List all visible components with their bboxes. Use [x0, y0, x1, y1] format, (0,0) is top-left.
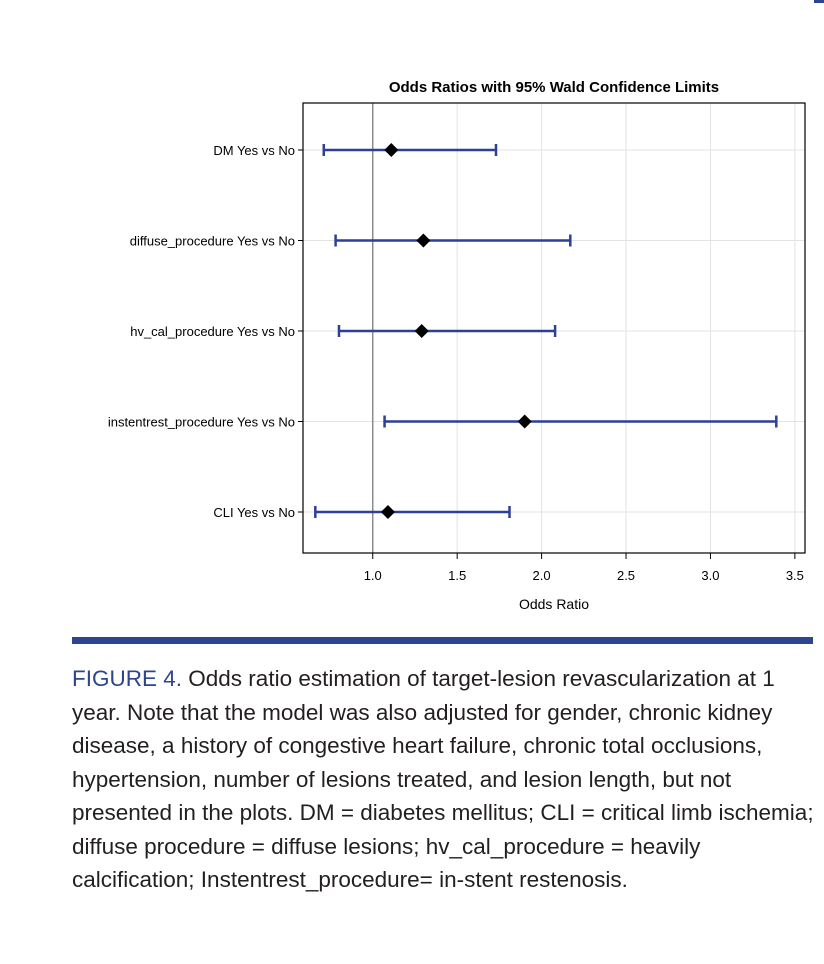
- y-tick-label: CLI Yes vs No: [213, 505, 295, 520]
- y-tick-label: hv_cal_procedure Yes vs No: [130, 324, 295, 339]
- figure-label: FIGURE 4.: [72, 666, 183, 691]
- x-tick-label: 1.0: [364, 568, 382, 583]
- x-tick-label: 3.0: [701, 568, 719, 583]
- x-axis-label: Odds Ratio: [519, 596, 589, 612]
- plot-frame: [302, 102, 806, 554]
- x-tick-label: 2.0: [533, 568, 551, 583]
- y-tick-label: DM Yes vs No: [213, 143, 295, 158]
- grid: 1.0 1.5 2.0 2.5 3.0 3.5 DM Yes vs No diffuse_pr…: [108, 102, 806, 583]
- estimate-marker: [384, 143, 399, 157]
- caption-rule: [72, 637, 813, 644]
- y-tick-label: diffuse_procedure Yes vs No: [130, 234, 295, 249]
- corner-mark: [814, 0, 824, 3]
- figure-caption: FIGURE 4. Odds ratio estimation of targe…: [72, 662, 822, 897]
- estimate-marker: [414, 324, 429, 338]
- chart-title: Odds Ratios with 95% Wald Confidence Lim…: [389, 79, 719, 96]
- marks: [314, 143, 778, 519]
- forest-plot: Odds Ratios with 95% Wald Confidence Lim…: [108, 79, 806, 612]
- y-tick-label: instentrest_procedure Yes vs No: [108, 415, 295, 430]
- estimate-marker: [416, 233, 431, 248]
- x-tick-label: 3.5: [786, 568, 804, 583]
- x-tick-label: 2.5: [617, 568, 635, 583]
- x-tick-label: 1.5: [448, 568, 466, 583]
- caption-text: Odds ratio estimation of target-lesion r…: [72, 666, 814, 892]
- estimate-marker: [380, 505, 395, 519]
- estimate-marker: [517, 414, 532, 429]
